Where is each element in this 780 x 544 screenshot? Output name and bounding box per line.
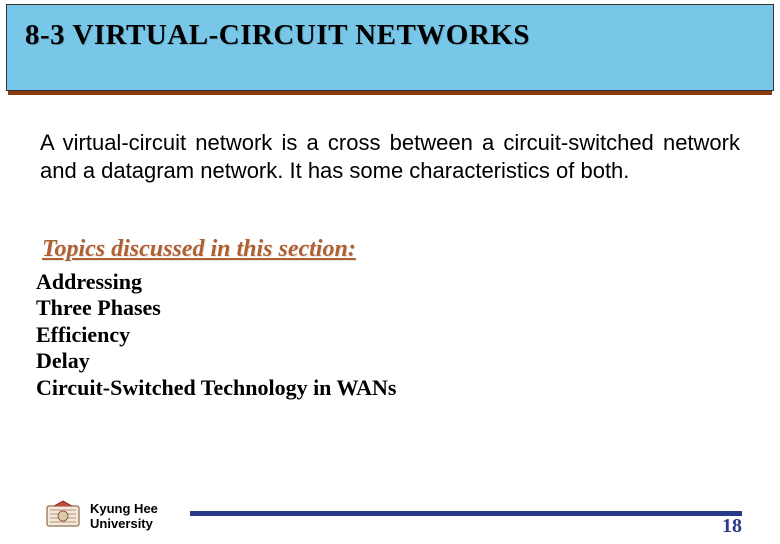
list-item: Efficiency [36, 322, 780, 348]
university-name-line1: Kyung Hee [90, 502, 158, 517]
list-item: Delay [36, 348, 780, 374]
list-item: Three Phases [36, 295, 780, 321]
list-item: Addressing [36, 269, 780, 295]
slide-footer: Kyung Hee University 18 [0, 490, 780, 534]
topics-heading: Topics discussed in this section: [42, 236, 780, 263]
list-item: Circuit-Switched Technology in WANs [36, 375, 780, 401]
title-banner: 8-3 VIRTUAL-CIRCUIT NETWORKS [6, 4, 774, 91]
slide-title: 8-3 VIRTUAL-CIRCUIT NETWORKS [25, 19, 755, 52]
topics-list: Addressing Three Phases Efficiency Delay… [36, 269, 780, 401]
university-name-line2: University [90, 517, 158, 532]
university-crest-icon [46, 500, 80, 530]
page-number: 18 [722, 515, 742, 538]
university-name: Kyung Hee University [90, 502, 158, 532]
intro-paragraph: A virtual-circuit network is a cross bet… [40, 129, 740, 184]
title-underline-rule [8, 91, 772, 95]
footer-rule [190, 511, 742, 516]
